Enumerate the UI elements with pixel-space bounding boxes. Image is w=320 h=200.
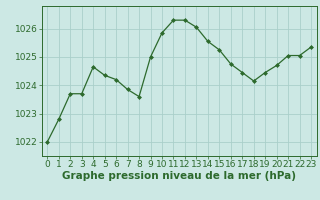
- X-axis label: Graphe pression niveau de la mer (hPa): Graphe pression niveau de la mer (hPa): [62, 171, 296, 181]
